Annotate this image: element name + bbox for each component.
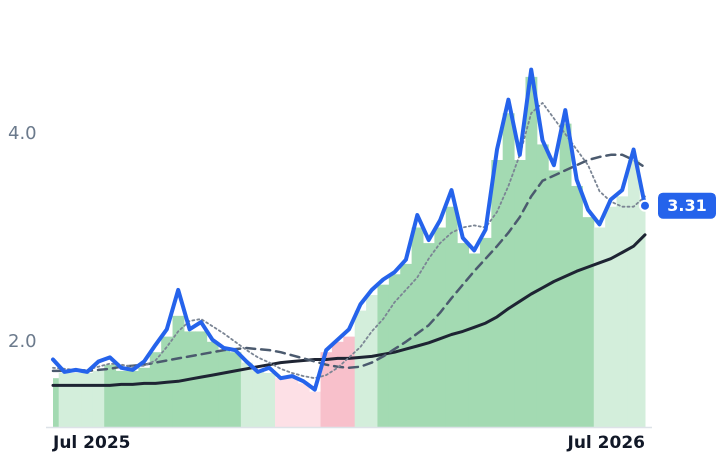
band-bar (149, 352, 162, 427)
x-tick-label: Jul 2025 (52, 433, 131, 453)
band-bar (502, 113, 515, 427)
band-bar (457, 243, 470, 427)
band-bar (491, 159, 504, 428)
band-bar (479, 237, 492, 427)
band-bar (229, 352, 242, 427)
band-bar (70, 372, 82, 427)
last-dot (639, 199, 651, 212)
band-bar (605, 206, 618, 427)
band-bar (400, 263, 413, 427)
last-value-label: 3.31 (667, 196, 706, 215)
y-tick-label: 4.0 (8, 123, 37, 144)
band-bar (104, 364, 117, 427)
band-bar (252, 370, 265, 427)
band-bar (58, 372, 71, 427)
series-line (51, 233, 647, 387)
band-bar (593, 227, 606, 427)
band-bar (240, 362, 253, 427)
band-bar (263, 372, 276, 427)
band-bar (309, 391, 322, 427)
band-bar (195, 331, 208, 427)
band-bar (206, 341, 219, 427)
band-bar (331, 341, 344, 427)
band-bar (434, 227, 447, 427)
band-bar (525, 76, 538, 428)
band-bar (548, 170, 561, 427)
band-bar (320, 352, 333, 427)
band-bar (445, 206, 458, 427)
band-bar (571, 185, 583, 427)
band-bar (343, 336, 356, 427)
band-bar (536, 144, 549, 427)
band-bar (582, 217, 595, 427)
band-bar (286, 378, 299, 427)
band-bar (297, 383, 310, 427)
band-bar (115, 370, 128, 427)
series-line (51, 67, 647, 392)
band-bar (616, 196, 629, 427)
band-group (53, 76, 646, 428)
band-bar (411, 227, 424, 427)
band-bar (354, 310, 367, 427)
band-bar (627, 159, 640, 428)
band-bar (81, 372, 94, 427)
band-bar (138, 367, 151, 427)
band-bar (172, 315, 185, 427)
series-line (51, 153, 647, 373)
band-bar (53, 378, 60, 427)
band-bar (423, 243, 435, 427)
band-bar (514, 159, 526, 428)
band-bar (468, 253, 481, 427)
series-line (52, 102, 646, 380)
band-bar (218, 350, 230, 427)
band-bar (639, 206, 646, 427)
y-tick-label: 2.0 (8, 331, 37, 352)
band-bar (92, 370, 105, 427)
last-label-box (658, 192, 716, 219)
band-bar (275, 378, 287, 427)
x-tick-label: Jul 2026 (567, 433, 646, 453)
band-bar (366, 295, 378, 427)
band-bar (127, 370, 139, 427)
